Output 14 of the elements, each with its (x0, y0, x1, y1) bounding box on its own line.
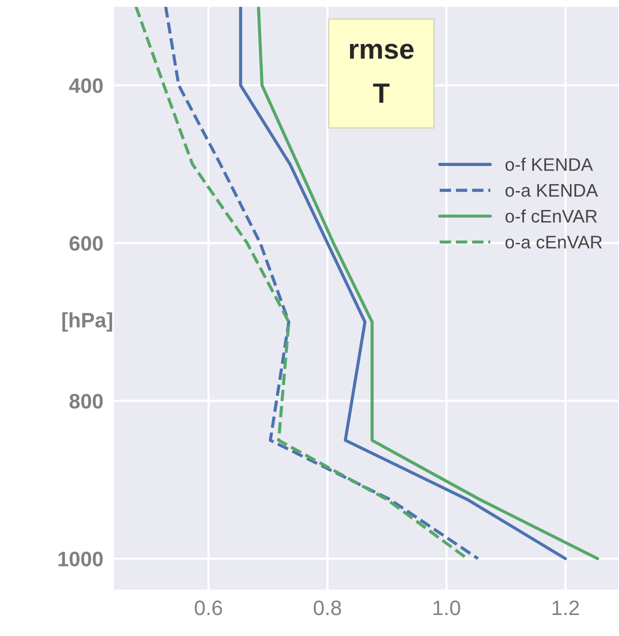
y-tick-label: 400 (69, 78, 103, 94)
x-tick-label: 0.8 (314, 600, 342, 616)
x-tick-label: 0.6 (194, 600, 222, 616)
legend-label: o-a KENDA (505, 184, 598, 197)
x-tick-label: 1.0 (434, 600, 460, 616)
text: rmse T (350, 44, 414, 103)
y-tick-label: 1000 (58, 552, 103, 566)
x-tick-label: 1.2 (552, 600, 579, 616)
legend-label: o-f KENDA (505, 158, 593, 171)
legend-label: o-a cEnVAR (505, 236, 602, 249)
y-axis-title: [hPa] (62, 312, 112, 332)
y-tick-label: 800 (69, 394, 103, 409)
legend-label: o-f cEnVAR (505, 209, 597, 223)
y-tick-label: 600 (70, 236, 103, 251)
